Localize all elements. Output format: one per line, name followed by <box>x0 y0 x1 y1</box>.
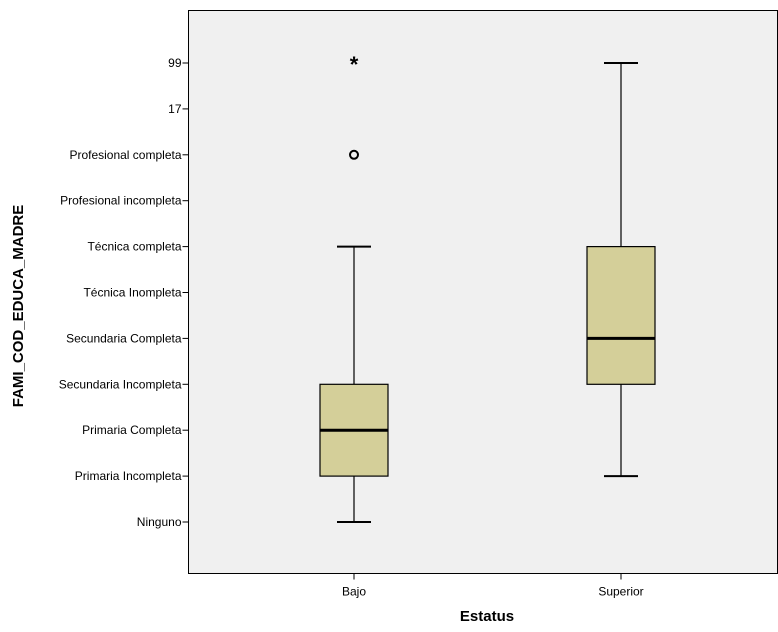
box-superior <box>586 62 656 478</box>
y-tick-label: 17 <box>168 102 182 116</box>
extreme-point: * <box>350 52 359 77</box>
y-tick-label: 99 <box>168 56 182 70</box>
box-series: * <box>319 52 656 523</box>
y-tick-label: Técnica completa <box>87 240 181 254</box>
y-tick-label: Primaria Incompleta <box>75 469 182 483</box>
y-axis-ticks: Ninguno Primaria Incompleta Primaria Compl… <box>59 56 189 529</box>
iqr-box <box>586 246 656 385</box>
x-axis-ticks: Bajo Superior <box>342 573 644 599</box>
y-tick-label: Profesional incompleta <box>60 194 182 208</box>
y-tick-label: Secundaria Incompleta <box>59 377 182 391</box>
box-bajo: * <box>319 52 389 523</box>
x-tick-label: Bajo <box>342 585 366 599</box>
x-axis-title: Estatus <box>460 608 514 625</box>
y-tick-label: Ninguno <box>137 515 182 529</box>
y-tick-label: Secundaria Completa <box>66 331 182 345</box>
y-tick-label: Técnica Inompleta <box>83 286 181 300</box>
outlier-point <box>349 149 359 160</box>
y-tick-label: Primaria Completa <box>82 423 182 437</box>
x-tick-label: Superior <box>598 585 643 599</box>
plot-area <box>188 10 778 574</box>
y-tick-label: Profesional completa <box>69 148 181 162</box>
y-axis-title: FAMI_COD_EDUCA_MADRE <box>10 205 27 408</box>
